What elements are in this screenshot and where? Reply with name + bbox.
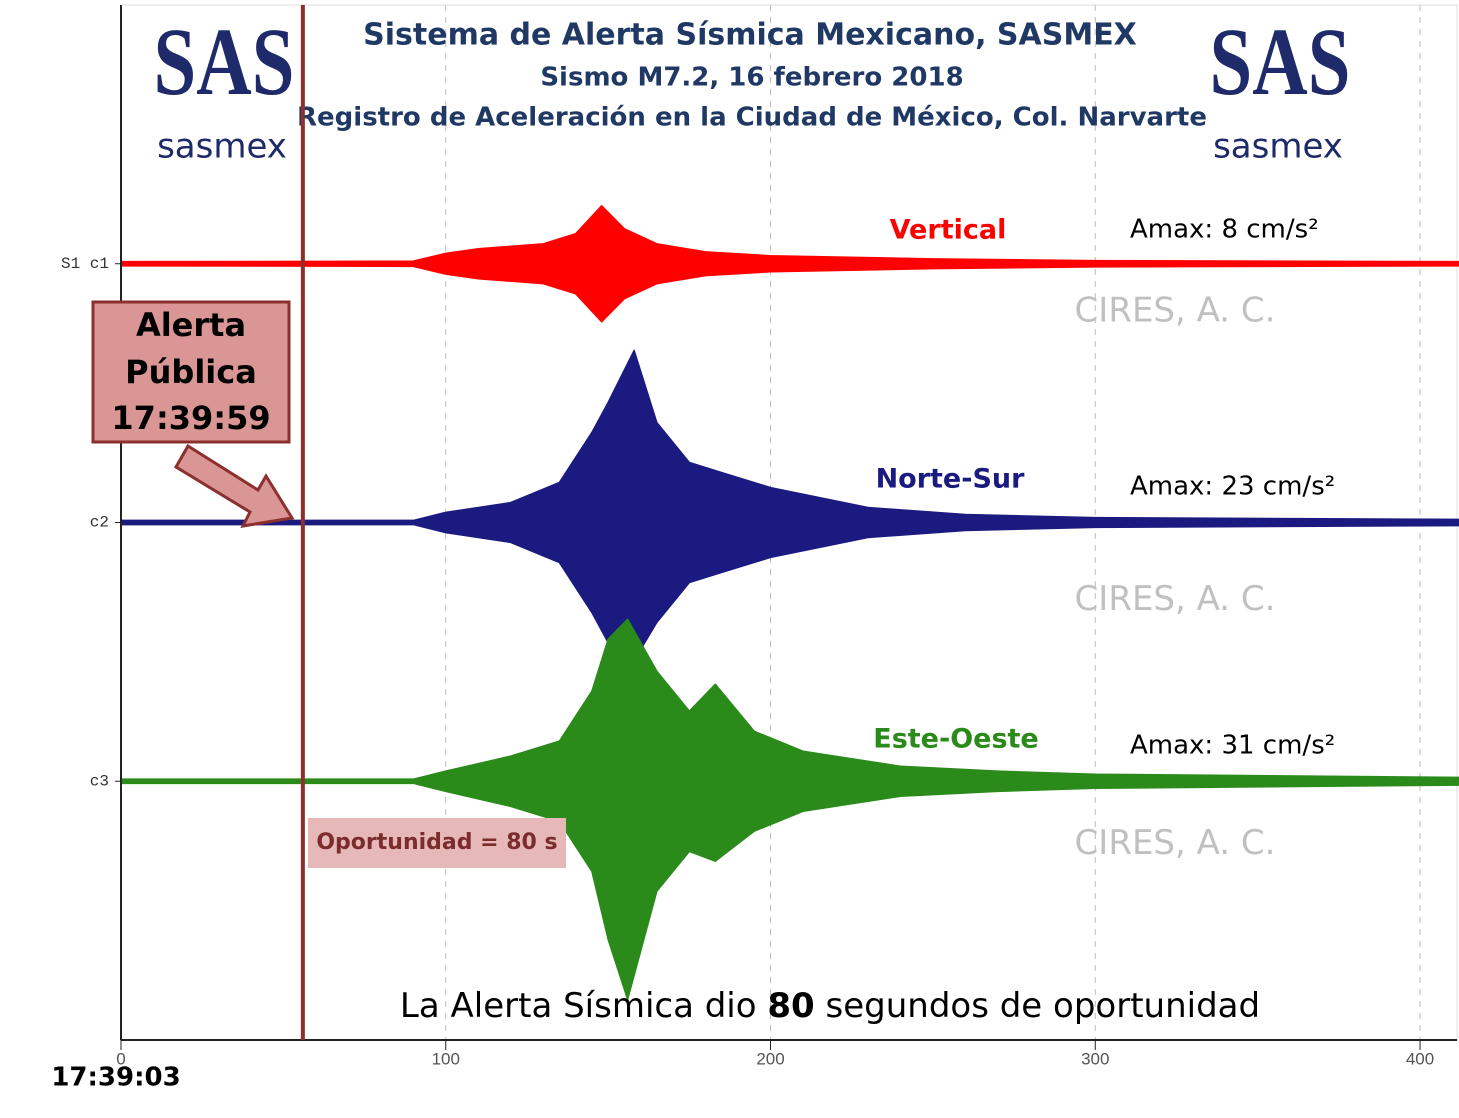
series-label: Este-Oeste xyxy=(873,724,1039,755)
trace xyxy=(120,349,1459,662)
watermark: CIRES, A. C. xyxy=(1075,823,1276,863)
trace xyxy=(120,618,1459,1001)
logo-mark: SAS xyxy=(154,9,295,115)
start-time: 17:39:03 xyxy=(51,1063,180,1093)
x-tick-label: 0 xyxy=(116,1049,125,1068)
x-tick-label: 200 xyxy=(756,1049,784,1068)
amax-label: Amax: 31 cm/s² xyxy=(1130,731,1335,761)
x-tick-label: 300 xyxy=(1081,1049,1109,1068)
caption-part: segundos de oportunidad xyxy=(815,986,1260,1026)
opportunity-box xyxy=(308,818,566,868)
logo-text: sasmex xyxy=(1213,127,1343,167)
opportunity-label: Oportunidad = 80 s xyxy=(316,830,557,855)
watermark: CIRES, A. C. xyxy=(1075,579,1276,619)
chart-subtitle: Registro de Aceleración en la Ciudad de … xyxy=(297,103,1207,133)
y-tick-label: c2 xyxy=(90,514,109,532)
x-tick-label: 400 xyxy=(1406,1049,1434,1068)
alert-label: Alerta xyxy=(136,306,246,344)
series-label: Norte-Sur xyxy=(876,464,1026,495)
chart-subtitle: Sismo M7.2, 16 febrero 2018 xyxy=(540,63,963,93)
x-tick-label: 100 xyxy=(432,1049,460,1068)
logo-mark: SAS xyxy=(1210,9,1351,115)
y-tick-label: c3 xyxy=(90,772,109,790)
alert-box xyxy=(91,300,291,444)
watermark: CIRES, A. C. xyxy=(1075,290,1276,330)
series-label: Vertical xyxy=(890,215,1007,246)
alert-label: Pública xyxy=(125,353,257,391)
caption: La Alerta Sísmica dio 80 segundos de opo… xyxy=(400,986,1260,1026)
amax-label: Amax: 8 cm/s² xyxy=(1130,215,1319,245)
amax-label: Amax: 23 cm/s² xyxy=(1130,472,1335,502)
chart-title: Sistema de Alerta Sísmica Mexicano, SASM… xyxy=(363,18,1137,53)
caption-part: La Alerta Sísmica dio xyxy=(400,986,767,1026)
alert-time: 17:39:59 xyxy=(111,399,270,437)
y-tick-label: S1 c1 xyxy=(61,255,109,273)
caption-part: 80 xyxy=(767,986,814,1026)
alert-arrow xyxy=(173,443,295,528)
logo-text: sasmex xyxy=(157,127,287,167)
